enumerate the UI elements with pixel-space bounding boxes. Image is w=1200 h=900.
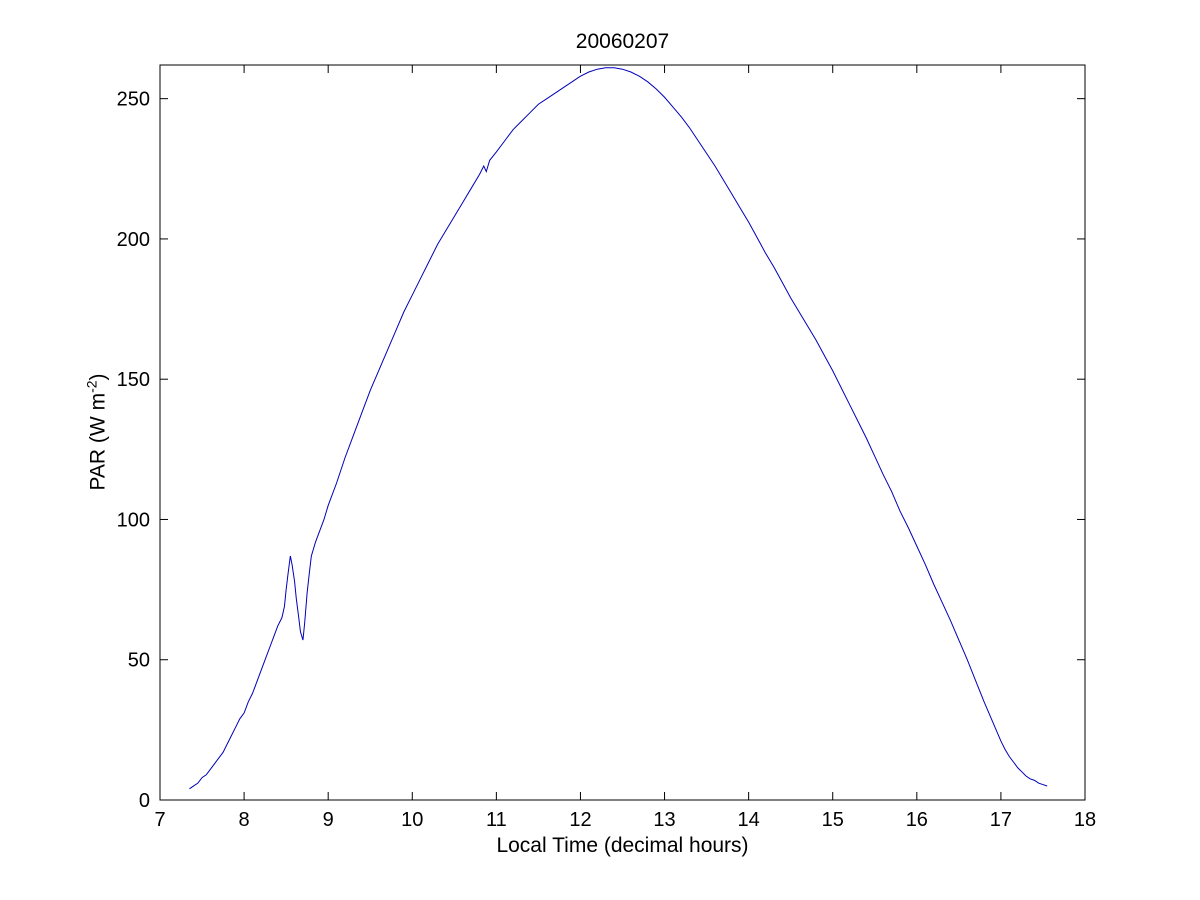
y-tick-label: 0	[139, 790, 150, 812]
x-axis-label: Local Time (decimal hours)	[496, 834, 749, 857]
chart-title: 20060207	[575, 30, 670, 53]
y-tick-label: 100	[117, 509, 150, 531]
x-tick-label: 9	[323, 809, 334, 831]
y-axis-label-prefix: PAR (W m	[86, 392, 110, 491]
y-tick-label: 250	[117, 89, 150, 111]
x-tick-label: 13	[653, 809, 675, 831]
x-tick-label: 18	[1074, 809, 1096, 831]
plot-frame	[159, 64, 1086, 801]
y-tick-label: 150	[117, 369, 150, 391]
y-axis-label-suffix: )	[86, 373, 110, 381]
y-tick-label: 50	[128, 650, 150, 672]
x-tick-label: 7	[154, 809, 165, 831]
y-axis-label: PAR (W m-2)	[84, 373, 111, 490]
x-tick-label: 16	[906, 809, 928, 831]
y-tick-label: 200	[117, 229, 150, 251]
x-tick-label: 12	[569, 809, 591, 831]
x-tick-label: 11	[486, 809, 507, 831]
x-tick-label: 8	[239, 809, 250, 831]
data-line	[189, 67, 1048, 790]
x-tick-label: 15	[822, 809, 844, 831]
y-axis-label-superscript: -2	[83, 380, 100, 393]
plot-background	[160, 65, 1085, 800]
x-tick-label: 14	[738, 809, 760, 831]
x-tick-label: 17	[990, 809, 1012, 831]
x-tick-label: 10	[401, 809, 423, 831]
